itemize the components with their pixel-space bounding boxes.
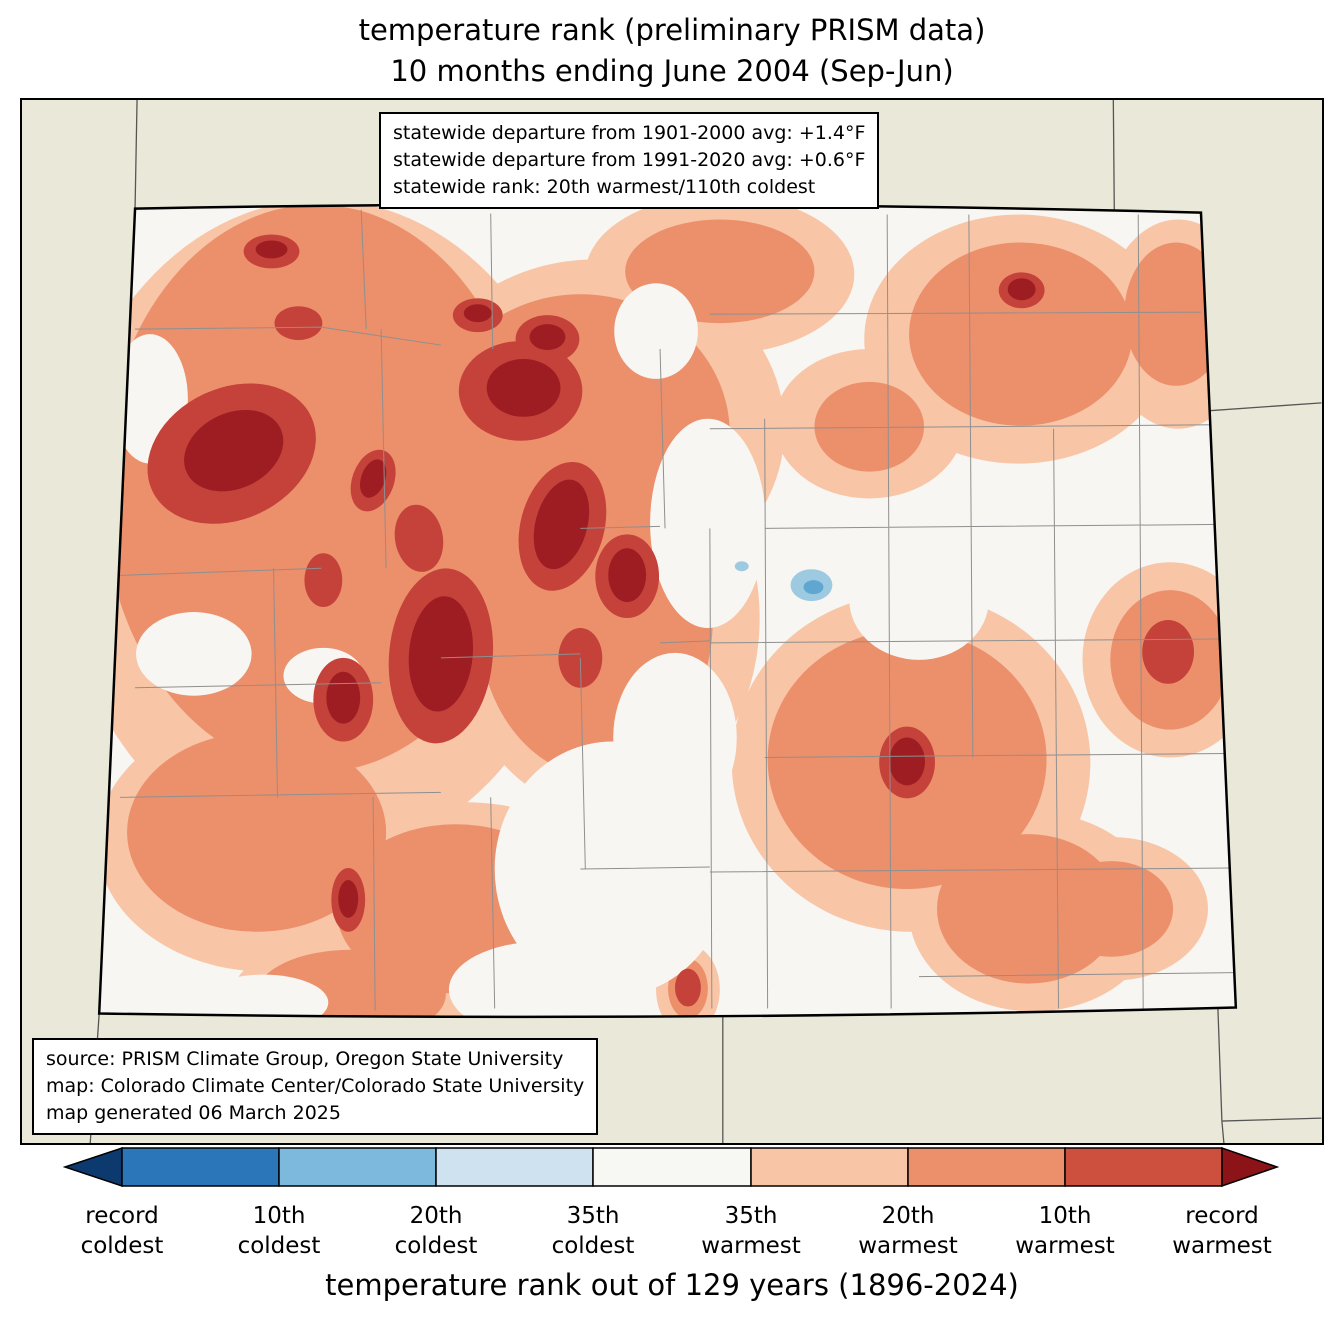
stats-line-1: statewide departure from 1901-2000 avg: …: [393, 122, 866, 144]
colorbar-label-10th-warmest: 10th warmest: [980, 1202, 1150, 1262]
colorbar-right-arrow: [1221, 1146, 1280, 1188]
colorado-map-svg: [22, 100, 1322, 1143]
label-line: coldest: [80, 1232, 164, 1259]
label-line: warmest: [1015, 1232, 1115, 1259]
label-line: coldest: [551, 1232, 635, 1259]
colorbar-label-record-coldest: record coldest: [37, 1202, 207, 1262]
label-line: 35th: [566, 1203, 620, 1229]
map-figure: statewide departure from 1901-2000 avg: …: [20, 98, 1324, 1145]
neighbor-state-borders: [89, 100, 1322, 1143]
title-line-2: 10 months ending June 2004 (Sep-Jun): [390, 53, 954, 88]
label-line: coldest: [237, 1232, 321, 1259]
statewide-stats-box: statewide departure from 1901-2000 avg: …: [379, 112, 880, 209]
cool-spot-20th-coldest: [803, 580, 824, 595]
page-title: temperature rank (preliminary PRISM data…: [0, 10, 1344, 91]
label-line: record: [1185, 1203, 1259, 1229]
colorbar-caption: temperature rank out of 129 years (1896-…: [325, 1268, 1019, 1302]
label-line: 20th: [409, 1203, 463, 1229]
source-line-1: source: PRISM Climate Group, Oregon Stat…: [46, 1048, 564, 1070]
colorbar-segment-10th-warmest: [1064, 1147, 1223, 1187]
stats-line-2: statewide departure from 1991-2020 avg: …: [393, 148, 866, 171]
label-line: coldest: [394, 1232, 478, 1259]
colorbar-left-arrow: [62, 1146, 123, 1188]
county-boundaries: [99, 209, 1234, 1011]
label-line: warmest: [1172, 1232, 1272, 1259]
colorbar-label-20th-warmest: 20th warmest: [823, 1202, 993, 1262]
colorbar-segment-near-normal: [592, 1147, 752, 1187]
label-line: 35th: [724, 1203, 778, 1229]
rank-record-warmest-cores: [184, 240, 1036, 918]
label-line: 20th: [881, 1203, 935, 1229]
colorbar-segment-35th-coldest: [435, 1147, 594, 1187]
label-line: warmest: [858, 1232, 958, 1259]
label-line: warmest: [701, 1232, 801, 1259]
label-line: record: [85, 1203, 159, 1229]
title-line-1: temperature rank (preliminary PRISM data…: [358, 13, 986, 47]
colorbar-label-35th-warmest: 35th warmest: [666, 1202, 836, 1262]
label-line: 10th: [1038, 1203, 1092, 1229]
colorbar-label-record-warmest: record warmest: [1137, 1202, 1307, 1262]
source-line-3: map generated 06 March 2025: [46, 1101, 341, 1124]
colorbar-label-10th-coldest: 10th coldest: [194, 1202, 364, 1262]
colorbar-segment-10th-coldest: [121, 1147, 280, 1187]
colorbar-segment-35th-warmest: [750, 1147, 909, 1187]
source-attribution-box: source: PRISM Climate Group, Oregon Stat…: [32, 1038, 599, 1135]
colorbar-segment-20th-warmest: [907, 1147, 1066, 1187]
source-line-2: map: Colorado Climate Center/Colorado St…: [46, 1074, 585, 1097]
label-line: 10th: [252, 1203, 306, 1229]
rank-colorbar: [62, 1146, 1280, 1188]
colorbar-label-35th-coldest: 35th coldest: [508, 1202, 678, 1262]
colorbar-label-20th-coldest: 20th coldest: [351, 1202, 521, 1262]
stats-line-3: statewide rank: 20th warmest/110th colde…: [393, 175, 816, 198]
colorbar-segment-20th-coldest: [278, 1147, 437, 1187]
